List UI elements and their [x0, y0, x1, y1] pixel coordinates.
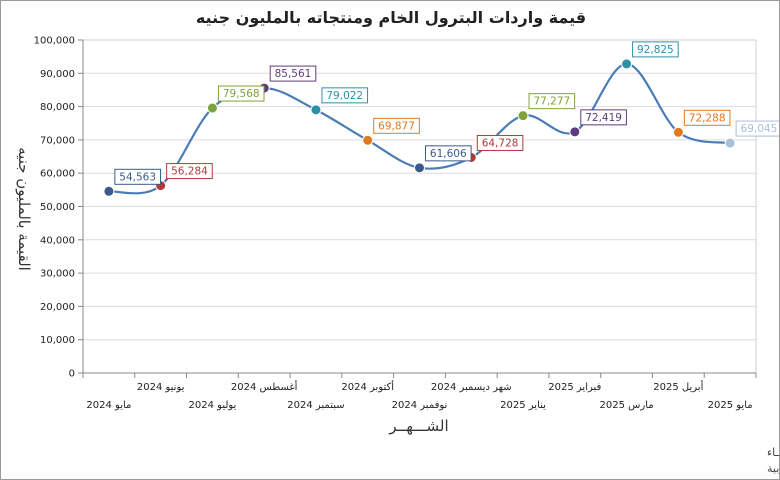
x-tick-label: شهر ديسمبر 2024	[431, 382, 512, 393]
data-label-box	[321, 87, 369, 104]
data-label: 77,277	[528, 93, 576, 110]
data-label-text: 79,022	[326, 90, 363, 102]
x-axis-label: الشـــهــر	[388, 417, 448, 435]
y-tick-label: 50,000	[40, 202, 75, 213]
data-point	[569, 126, 581, 138]
y-tick-label: 30,000	[40, 269, 75, 280]
data-point	[206, 102, 218, 114]
data-label: 64,728	[476, 134, 524, 151]
data-label-text: 56,284	[171, 166, 208, 178]
data-label-box	[476, 134, 524, 151]
y-tick-label: 90,000	[40, 69, 75, 80]
data-label: 61,606	[425, 145, 472, 162]
data-label-box	[632, 41, 679, 58]
x-tick-label: سبتمبر 2024	[287, 400, 344, 411]
y-tick-label: 40,000	[40, 235, 75, 246]
data-label: 69,877	[373, 117, 420, 134]
x-tick-label: مايو 2024	[86, 400, 131, 411]
data-label-text: 69,877	[378, 120, 415, 132]
y-axis-label: القيمة بالمليون جنيه	[15, 147, 33, 271]
y-tick-label: 70,000	[40, 135, 75, 146]
data-label-box	[114, 168, 161, 185]
y-tick-label: 0	[69, 369, 75, 380]
data-label-box	[166, 163, 213, 180]
data-label-text: 77,277	[533, 96, 570, 108]
data-label-box	[735, 120, 779, 137]
data-label: 79,568	[217, 85, 265, 102]
data-label-text: 72,419	[585, 112, 622, 124]
data-label: 69,045	[735, 120, 779, 137]
data-label-box	[269, 65, 317, 82]
data-point	[621, 58, 633, 70]
data-label-text: 61,606	[430, 148, 467, 160]
data-label-box	[528, 93, 576, 110]
data-label-text: 72,288	[689, 112, 726, 124]
y-tick-label: 100,000	[34, 36, 75, 47]
data-point	[724, 137, 736, 149]
data-point	[310, 104, 322, 116]
data-label: 56,284	[166, 163, 213, 180]
x-tick-label: يناير 2025	[500, 400, 546, 411]
data-label: 72,419	[580, 109, 627, 126]
x-tick-label: يوليو 2024	[189, 400, 237, 411]
data-label-box	[373, 117, 420, 134]
data-label-box	[683, 109, 731, 126]
data-label-box	[580, 109, 627, 126]
x-tick-label: يونيو 2024	[137, 382, 185, 393]
grid-lines	[83, 39, 756, 374]
data-point	[414, 162, 425, 174]
data-labels: 54,563 56,284 79,568 85,561 79,022 69,877 61,6…	[114, 41, 779, 185]
y-tick-label: 10,000	[40, 335, 75, 346]
x-tick-label: فبراير 2025	[548, 382, 601, 393]
data-point	[103, 185, 115, 197]
y-tick-label: 20,000	[40, 302, 75, 313]
x-tick-label: أغسطس 2024	[231, 380, 298, 393]
data-label: 54,563	[114, 168, 161, 185]
x-axis-ticks: مايو 2024 يونيو 2024 يوليو 2024 أغسطس 2024 س…	[82, 373, 757, 411]
source-line-1: حقوق الملكية للجهـــاز المركزي للتعبئة ا…	[767, 445, 780, 459]
data-label-text: 64,728	[482, 137, 519, 149]
x-tick-label: نوفمبر 2024	[392, 400, 448, 411]
data-point	[517, 110, 529, 122]
y-tick-label: 80,000	[40, 102, 75, 113]
data-label: 79,022	[321, 87, 369, 104]
data-label: 92,825	[632, 41, 679, 58]
data-point	[672, 126, 684, 138]
y-tick-label: 60,000	[40, 169, 75, 180]
source-line-2: المصدر الأساسي للأحصاءات الرسمية لجمهوري…	[767, 461, 780, 475]
data-label-text: 69,045	[741, 123, 778, 135]
data-label-box	[425, 145, 472, 162]
data-point	[362, 134, 374, 146]
x-tick-label: أبريل 2025	[653, 380, 703, 393]
data-label: 72,288	[683, 109, 731, 126]
chart-title: قيمة واردات البترول الخام ومنتجاته بالمل…	[196, 8, 586, 27]
data-label-text: 54,563	[119, 171, 156, 183]
data-label-text: 85,561	[275, 68, 312, 80]
data-label-box	[217, 85, 265, 102]
x-tick-label: أكتوبر 2024	[341, 380, 394, 393]
data-label-text: 79,568	[223, 88, 260, 100]
x-tick-label: مارس 2025	[600, 400, 654, 411]
data-label: 85,561	[269, 65, 317, 82]
data-label-text: 92,825	[637, 44, 674, 56]
x-tick-label: مايو 2025	[708, 400, 753, 411]
y-axis-ticks: 0 10,000 20,000 30,000 40,000 50,000 60,000 70,…	[34, 36, 83, 380]
